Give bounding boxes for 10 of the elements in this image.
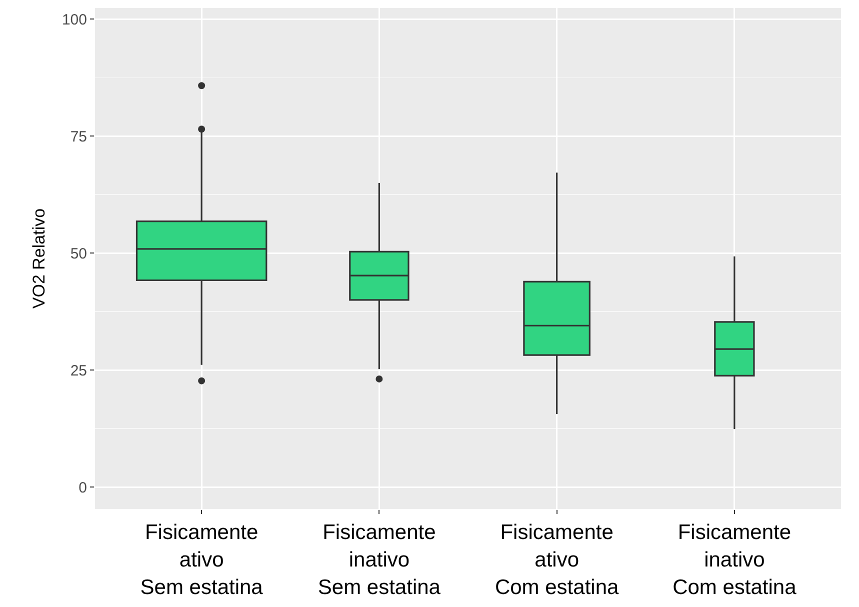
- x-tick-label: Fisicamente inativo Sem estatina: [318, 521, 441, 599]
- x-tick-label: Fisicamente ativo Sem estatina: [140, 521, 264, 599]
- x-tick-label: Fisicamente ativo Com estatina: [494, 521, 619, 599]
- y-tick-label: 0: [78, 479, 87, 496]
- y-tick-label: 75: [70, 128, 87, 146]
- y-tick-label: 50: [70, 245, 87, 262]
- y-tick-label: 25: [70, 362, 87, 380]
- x-tick-label: Fisicamente inativo Com estatina: [672, 521, 797, 599]
- y-tick-label: 100: [62, 11, 87, 28]
- y-axis-title: VO2 Relativo: [30, 208, 49, 309]
